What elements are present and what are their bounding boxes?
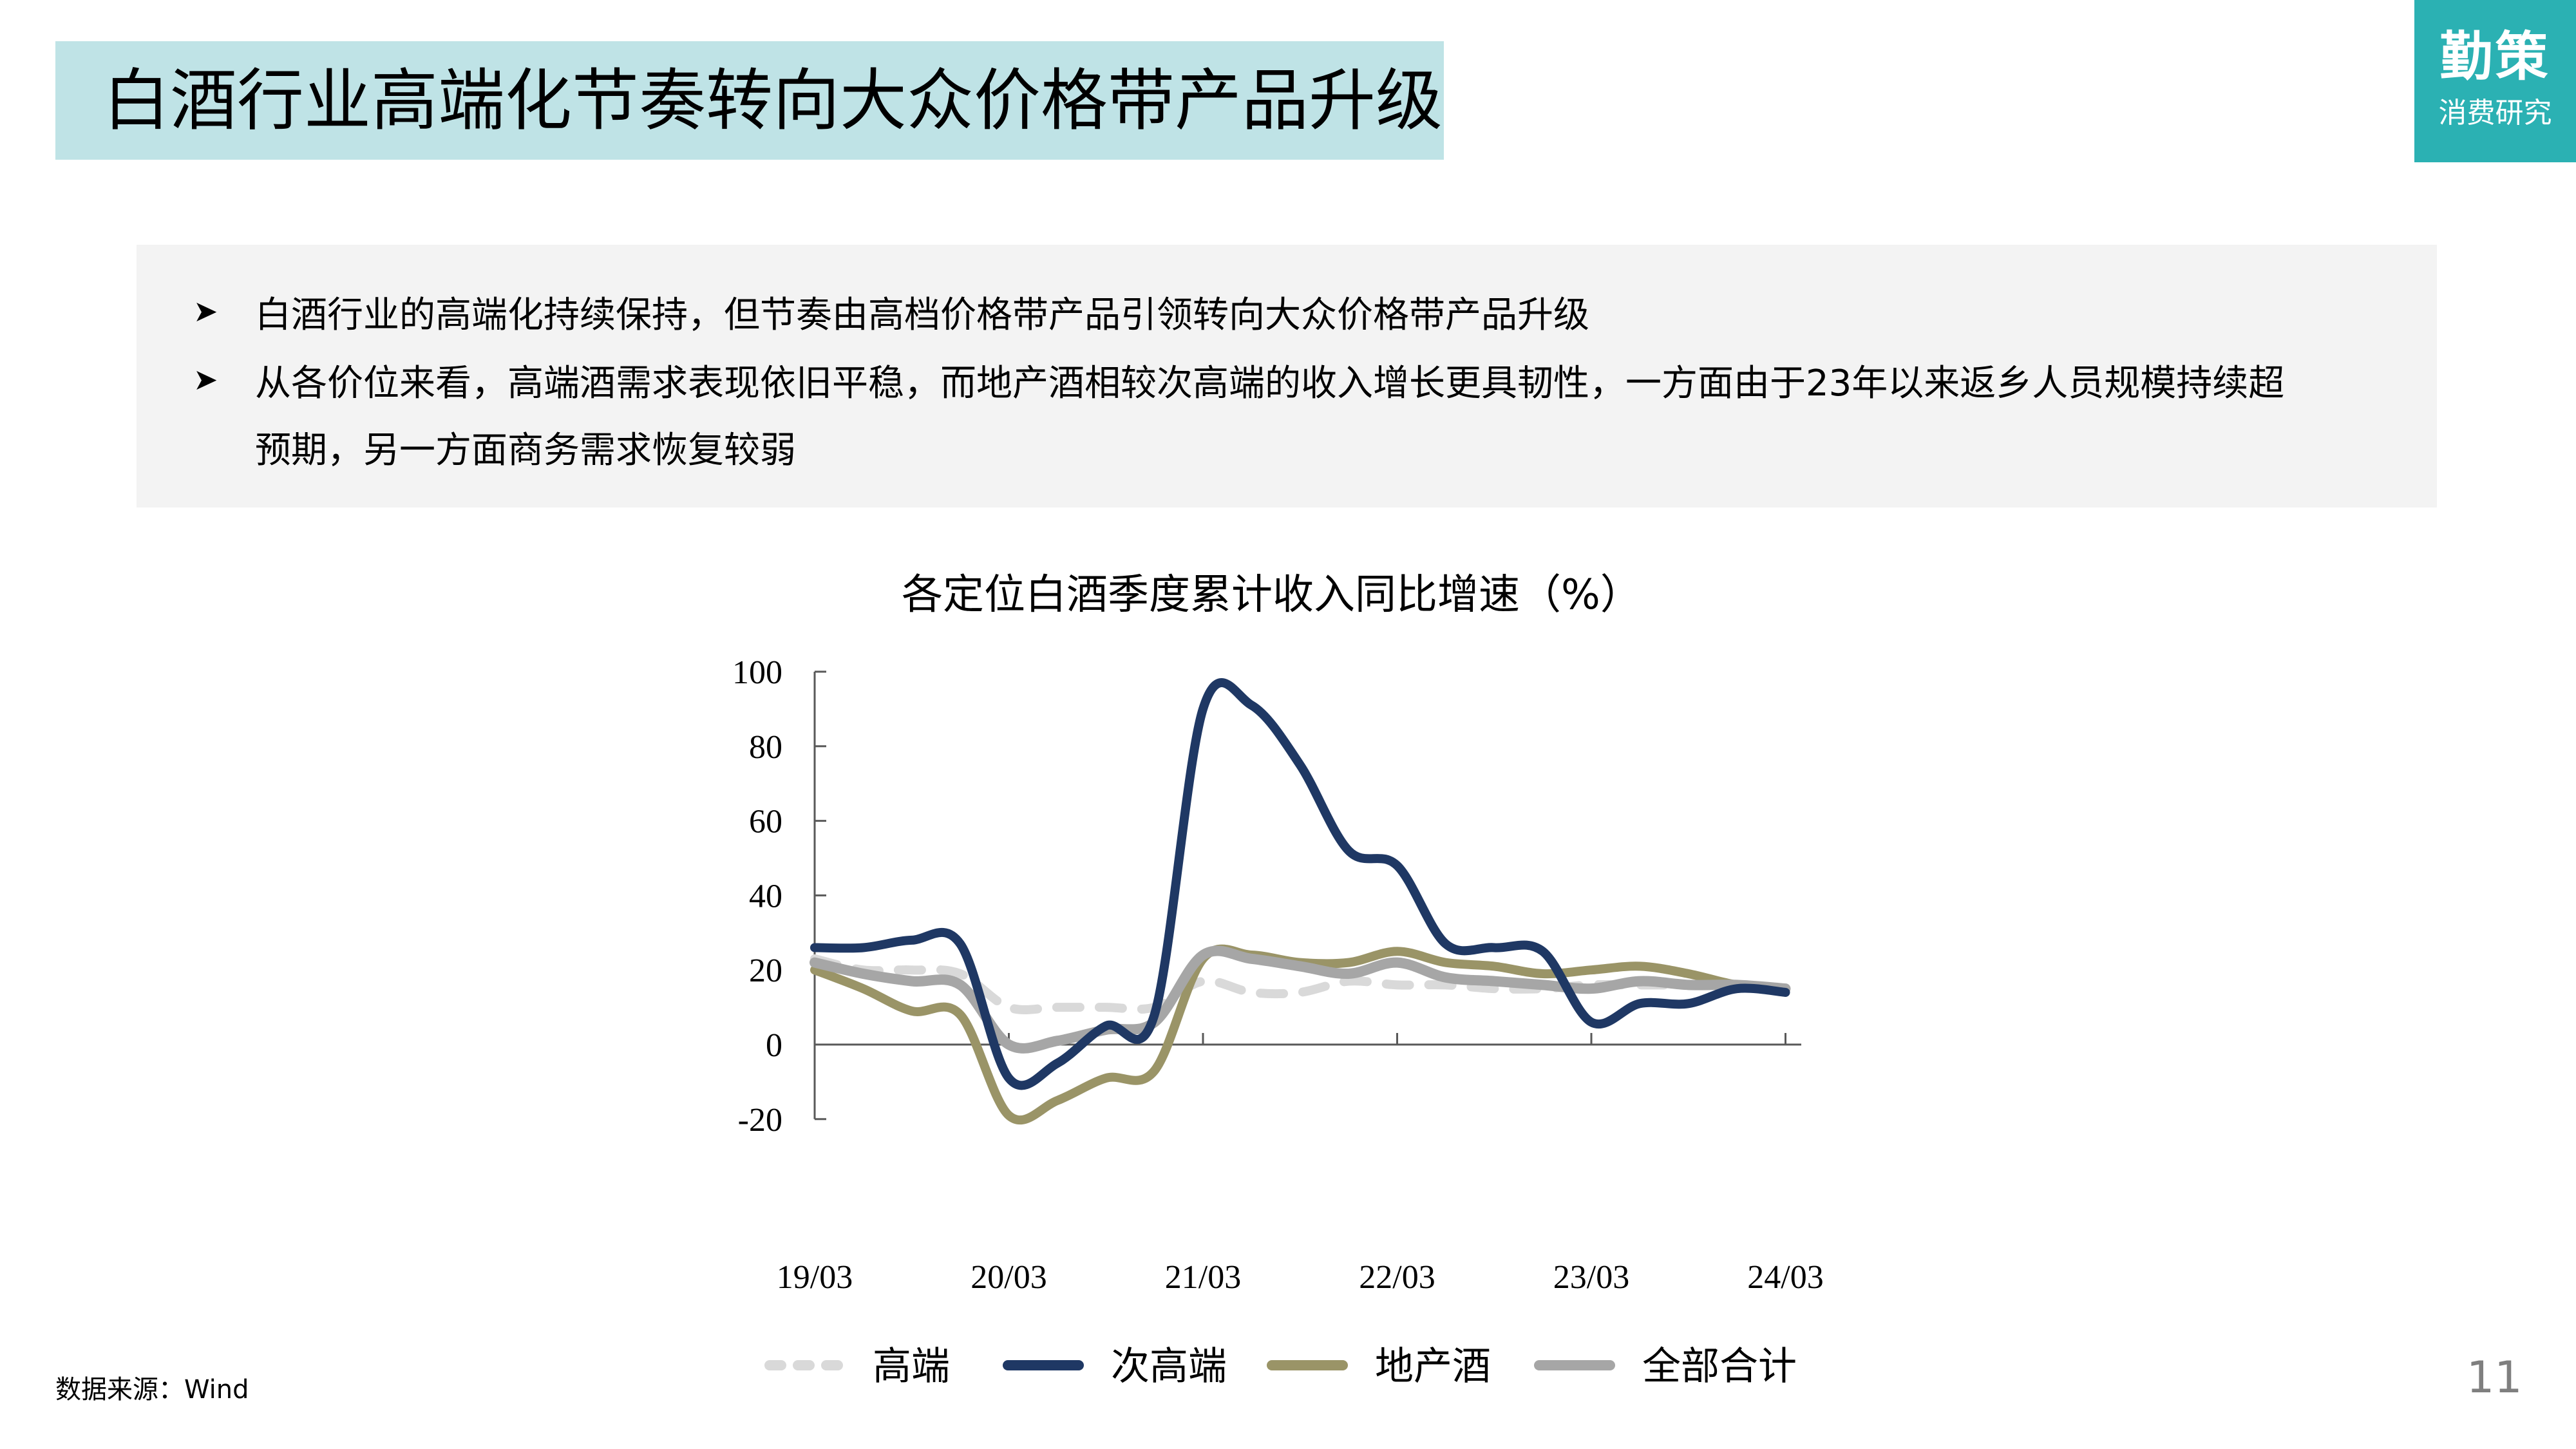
logo-sub-text: 消费研究 <box>2438 97 2552 129</box>
summary-bullet-1: 白酒行业的高端化持续保持，但节奏由高档价格带产品引领转向大众价格带产品升级 <box>255 294 1589 336</box>
arrowhead-bullet-icon: ➤ <box>193 362 218 397</box>
y-tick-label: 100 <box>732 654 782 691</box>
y-tick-label: 80 <box>749 729 782 766</box>
arrowhead-bullet-icon: ➤ <box>193 294 218 328</box>
summary-bullet-2: 从各价位来看，高端酒需求表现依旧平稳，而地产酒相较次高端的收入增长更具韧性，一方… <box>255 363 2285 404</box>
summary-bullet-2-cont: 预期，另一方面商务需求恢复较弱 <box>255 430 796 471</box>
title-bar <box>55 41 1444 160</box>
page-title: 白酒行业高端化节奏转向大众价格带产品升级 <box>103 61 1443 140</box>
y-tick-label: 40 <box>749 878 782 914</box>
brand-logo: 勤策 消费研究 <box>2414 0 2576 162</box>
summary-box <box>137 245 2437 507</box>
y-tick-label: 20 <box>749 952 782 989</box>
x-tick-label: 22/03 <box>1359 1259 1435 1296</box>
legend-label: 地产酒 <box>1375 1345 1491 1388</box>
x-tick-label: 23/03 <box>1553 1259 1629 1296</box>
series-line <box>810 678 1790 1090</box>
chart-axes: 100 80 60 40 20 0 -20 19/03 20/03 21/03 22/03 23/03… <box>732 654 1824 1296</box>
chart-legend: 高端 次高端 地产酒 全部合计 <box>764 1345 1797 1388</box>
data-source: 数据来源：Wind <box>55 1375 249 1405</box>
y-tick-label: -20 <box>738 1102 782 1139</box>
legend-label: 次高端 <box>1111 1345 1227 1388</box>
chart-series <box>810 678 1791 1124</box>
series-line <box>810 945 1791 1054</box>
legend-label: 高端 <box>873 1345 950 1388</box>
y-tick-label: 60 <box>749 804 782 840</box>
logo-main-text: 勤策 <box>2439 26 2551 88</box>
x-tick-label: 20/03 <box>971 1259 1046 1296</box>
legend-label: 全部合计 <box>1642 1345 1797 1388</box>
x-tick-label: 24/03 <box>1747 1259 1823 1296</box>
chart-title: 各定位白酒季度累计收入同比增速（%） <box>902 571 1642 619</box>
y-tick-label: 0 <box>766 1027 782 1064</box>
x-tick-label: 21/03 <box>1165 1259 1241 1296</box>
page-number: 11 <box>2467 1352 2523 1403</box>
x-tick-label: 19/03 <box>777 1259 853 1296</box>
